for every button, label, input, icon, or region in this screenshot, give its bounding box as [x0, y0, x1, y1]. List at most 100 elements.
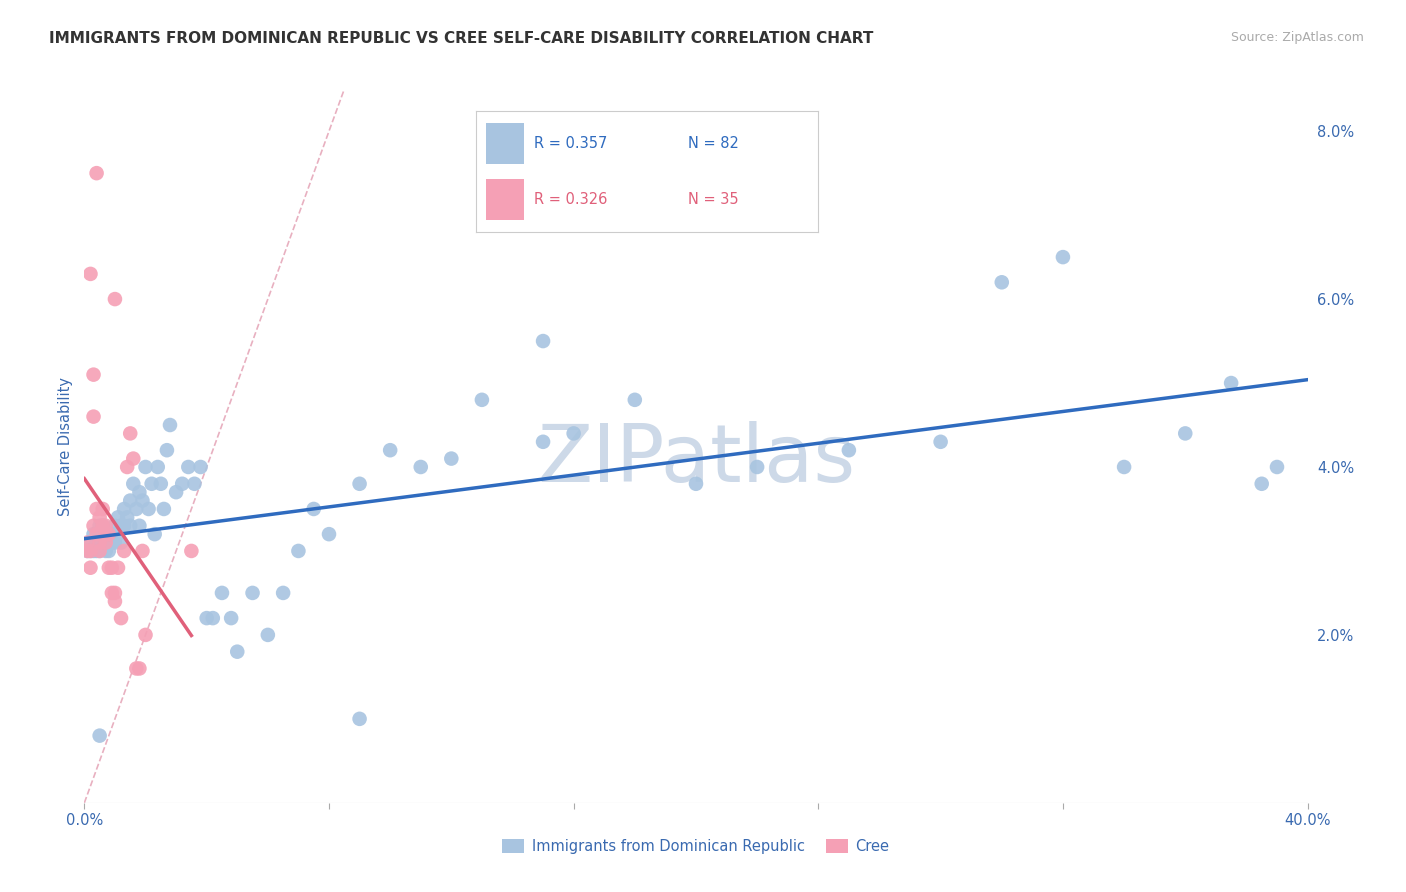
- Point: [349, 712, 371, 726]
- Point: [287, 544, 309, 558]
- Point: [94, 544, 117, 558]
- Point: [94, 527, 117, 541]
- Point: [101, 560, 124, 574]
- Point: [929, 434, 952, 449]
- Point: [409, 460, 432, 475]
- Point: [107, 510, 129, 524]
- Point: [115, 460, 138, 475]
- Point: [94, 518, 117, 533]
- Point: [97, 560, 120, 574]
- Point: [624, 392, 647, 407]
- Y-axis label: Self-Care Disability: Self-Care Disability: [58, 376, 73, 516]
- Point: [125, 661, 148, 675]
- Point: [79, 560, 101, 574]
- Point: [149, 476, 172, 491]
- Point: [83, 518, 105, 533]
- Point: [97, 535, 120, 549]
- Point: [89, 729, 111, 743]
- Point: [110, 535, 132, 549]
- Point: [107, 560, 129, 574]
- Point: [86, 502, 108, 516]
- Point: [97, 544, 120, 558]
- Point: [83, 527, 105, 541]
- Point: [94, 535, 117, 549]
- Point: [153, 502, 176, 516]
- Point: [122, 476, 145, 491]
- Point: [91, 502, 114, 516]
- Text: ZIPatlas: ZIPatlas: [537, 421, 855, 500]
- Point: [128, 661, 150, 675]
- Point: [83, 544, 105, 558]
- Point: [349, 476, 371, 491]
- Legend: Immigrants from Dominican Republic, Cree: Immigrants from Dominican Republic, Cree: [496, 833, 896, 860]
- Point: [131, 544, 153, 558]
- Point: [302, 502, 325, 516]
- Point: [1220, 376, 1243, 390]
- Point: [143, 527, 166, 541]
- Point: [112, 544, 135, 558]
- Point: [110, 611, 132, 625]
- Point: [79, 544, 101, 558]
- Point: [1052, 250, 1074, 264]
- Point: [271, 586, 294, 600]
- Point: [1114, 460, 1136, 475]
- Point: [257, 628, 280, 642]
- Point: [76, 544, 98, 558]
- Point: [211, 586, 233, 600]
- Point: [141, 476, 163, 491]
- Point: [86, 527, 108, 541]
- Point: [89, 518, 111, 533]
- Point: [86, 544, 108, 558]
- Point: [190, 460, 212, 475]
- Point: [94, 535, 117, 549]
- Point: [219, 611, 242, 625]
- Point: [562, 426, 585, 441]
- Point: [89, 544, 111, 558]
- Point: [122, 451, 145, 466]
- Point: [318, 527, 340, 541]
- Point: [76, 544, 98, 558]
- Point: [1174, 426, 1197, 441]
- Point: [156, 443, 179, 458]
- Point: [89, 510, 111, 524]
- Point: [97, 527, 120, 541]
- Point: [104, 292, 127, 306]
- Point: [79, 535, 101, 549]
- Point: [138, 502, 160, 516]
- Point: [128, 485, 150, 500]
- Point: [172, 476, 194, 491]
- Point: [79, 267, 101, 281]
- Point: [104, 594, 127, 608]
- Text: Source: ZipAtlas.com: Source: ZipAtlas.com: [1230, 31, 1364, 45]
- Point: [183, 476, 205, 491]
- Point: [195, 611, 218, 625]
- Point: [91, 535, 114, 549]
- Point: [159, 417, 181, 432]
- Point: [146, 460, 169, 475]
- Point: [135, 460, 157, 475]
- Point: [86, 535, 108, 549]
- Point: [838, 443, 860, 458]
- Point: [128, 518, 150, 533]
- Point: [104, 535, 127, 549]
- Point: [91, 518, 114, 533]
- Text: IMMIGRANTS FROM DOMINICAN REPUBLIC VS CREE SELF-CARE DISABILITY CORRELATION CHAR: IMMIGRANTS FROM DOMINICAN REPUBLIC VS CR…: [49, 31, 873, 46]
- Point: [440, 451, 463, 466]
- Point: [1265, 460, 1288, 475]
- Point: [1250, 476, 1272, 491]
- Point: [86, 166, 108, 180]
- Point: [101, 527, 124, 541]
- Point: [120, 493, 142, 508]
- Point: [101, 535, 124, 549]
- Point: [685, 476, 707, 491]
- Point: [89, 544, 111, 558]
- Point: [531, 334, 554, 348]
- Point: [115, 510, 138, 524]
- Point: [120, 518, 142, 533]
- Point: [110, 518, 132, 533]
- Point: [112, 518, 135, 533]
- Point: [180, 544, 202, 558]
- Point: [94, 527, 117, 541]
- Point: [380, 443, 402, 458]
- Point: [747, 460, 769, 475]
